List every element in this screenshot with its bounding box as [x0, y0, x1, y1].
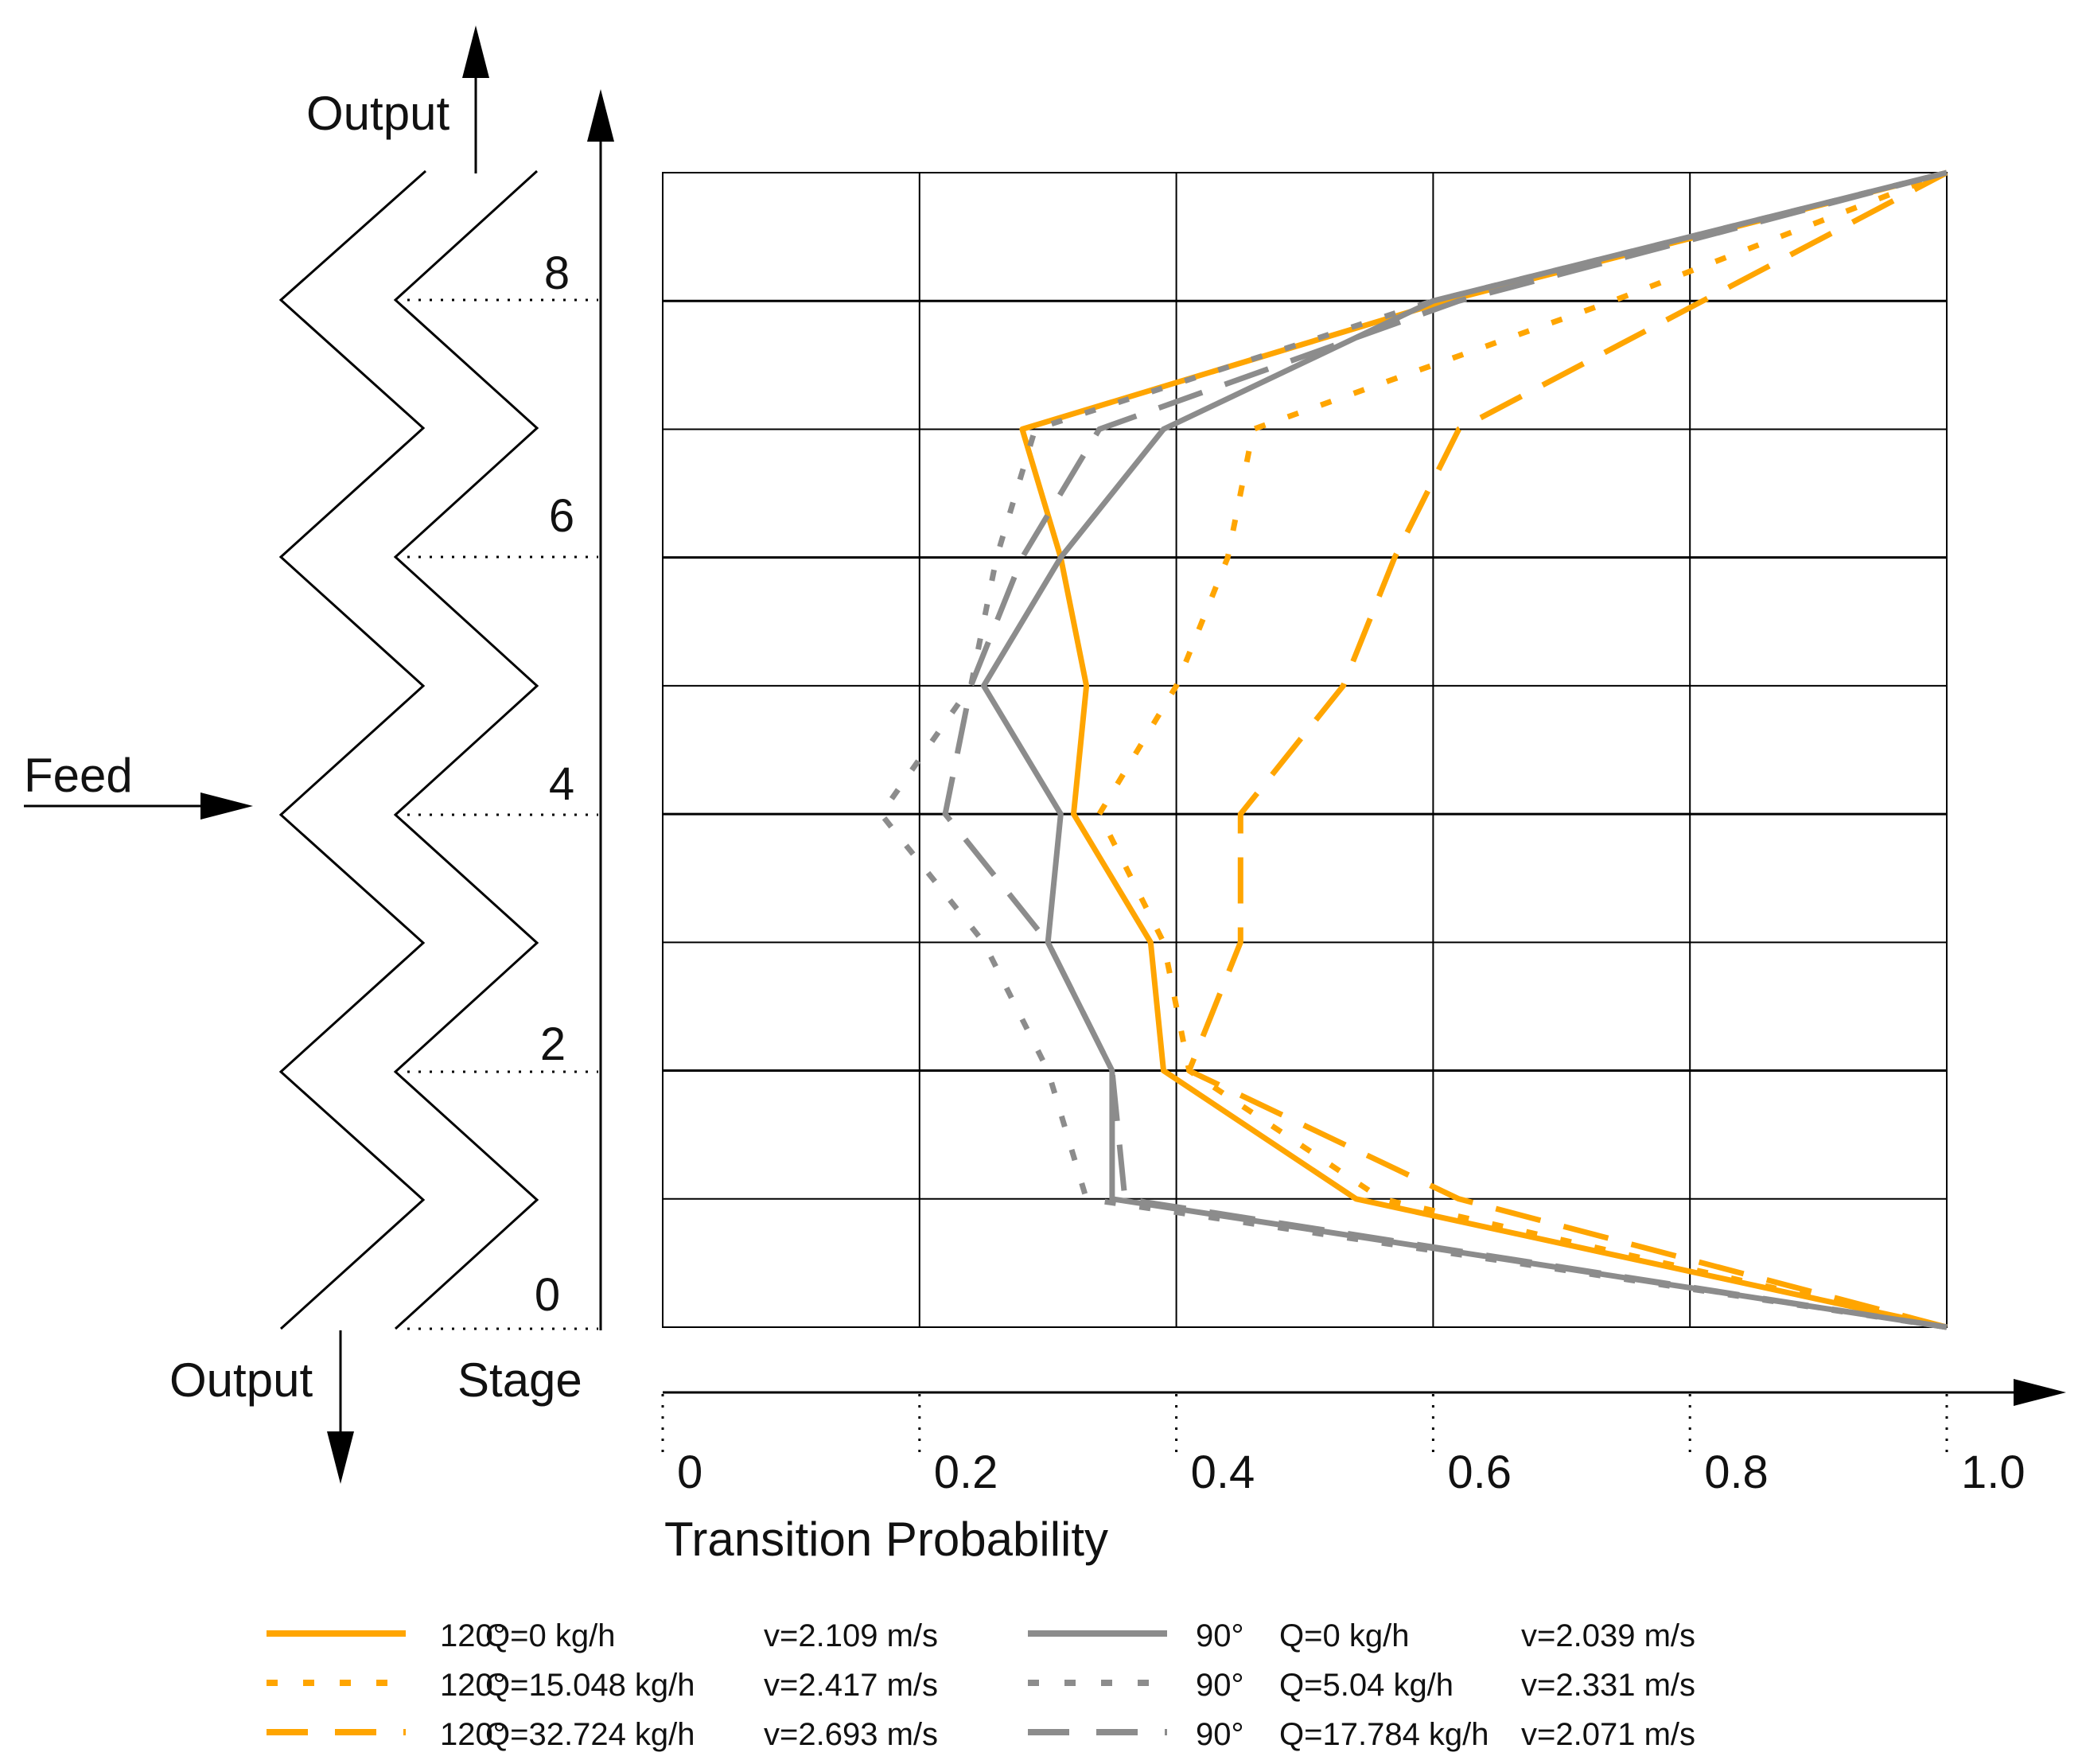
x-axis: 0 0.2 0.4 0.6 0.8 1.0: [661, 1379, 2066, 1498]
legend-q-0: Q=0 kg/h: [485, 1618, 615, 1653]
column-right-wall: [393, 169, 539, 1330]
legend-angle-5: 90°: [1196, 1717, 1244, 1752]
stage-guide-lines: [407, 298, 598, 1330]
series-line-3: [981, 169, 1948, 1330]
x-tick-label-3: 0.6: [1447, 1447, 1512, 1498]
legend-v-1: v=2.417 m/s: [764, 1668, 938, 1703]
legend-angle-3: 90°: [1196, 1618, 1244, 1653]
output-top-arrowhead: [462, 25, 489, 78]
stage-tick-8: 8: [544, 247, 570, 299]
legend-v-2: v=2.693 m/s: [764, 1717, 938, 1752]
legend-q-5: Q=17.784 kg/h: [1279, 1717, 1489, 1752]
series-lines: [878, 169, 1948, 1330]
x-axis-label: Transition Probability: [664, 1513, 1108, 1566]
feed-arrowhead: [200, 792, 253, 820]
x-tick-label-4: 0.8: [1704, 1447, 1769, 1498]
x-axis-arrowhead: [2014, 1379, 2066, 1406]
series-line-2: [1186, 169, 1948, 1330]
stage-tick-0: 0: [535, 1269, 560, 1321]
x-tick-label-2: 0.4: [1191, 1447, 1255, 1498]
legend-v-3: v=2.039 m/s: [1521, 1618, 1695, 1653]
output-bottom-label: Output: [169, 1353, 313, 1407]
series-line-1: [1096, 169, 1948, 1330]
x-tick-label-0: 0: [677, 1447, 702, 1498]
legend-v-4: v=2.331 m/s: [1521, 1668, 1695, 1703]
series-line-0: [1019, 169, 1948, 1330]
column-schematic: 8 6 4 2 0 Stage Output Output Feed: [24, 25, 614, 1484]
series-line-4: [878, 169, 1948, 1330]
column-left-wall: [278, 169, 426, 1330]
legend-angle-0: 120°: [440, 1618, 506, 1653]
output-top-label: Output: [306, 87, 449, 140]
legend-q-3: Q=0 kg/h: [1279, 1618, 1409, 1653]
legend-q-4: Q=5.04 kg/h: [1279, 1668, 1454, 1703]
legend-q-1: Q=15.048 kg/h: [485, 1668, 695, 1703]
legend-v-0: v=2.109 m/s: [764, 1618, 938, 1653]
stage-axis-label: Stage: [457, 1353, 582, 1407]
output-bottom-arrowhead: [327, 1431, 354, 1484]
plot-grid: [662, 172, 1948, 1328]
legend-v-5: v=2.071 m/s: [1521, 1717, 1695, 1752]
x-tick-label-5: 1.0: [1961, 1447, 2026, 1498]
feed-label: Feed: [24, 749, 133, 802]
stage-tick-6: 6: [549, 490, 574, 542]
stage-tick-2: 2: [540, 1018, 566, 1070]
plot-frame: [662, 172, 1948, 1328]
stage-tick-4: 4: [549, 758, 574, 810]
legend-angle-2: 120°: [440, 1717, 506, 1752]
legend-angle-1: 120°: [440, 1668, 506, 1703]
legend-q-2: Q=32.724 kg/h: [485, 1717, 695, 1752]
x-tick-label-1: 0.2: [934, 1447, 998, 1498]
legend-angle-4: 90°: [1196, 1668, 1244, 1703]
stage-axis-arrowhead: [587, 89, 614, 142]
series-line-5: [942, 169, 1948, 1330]
